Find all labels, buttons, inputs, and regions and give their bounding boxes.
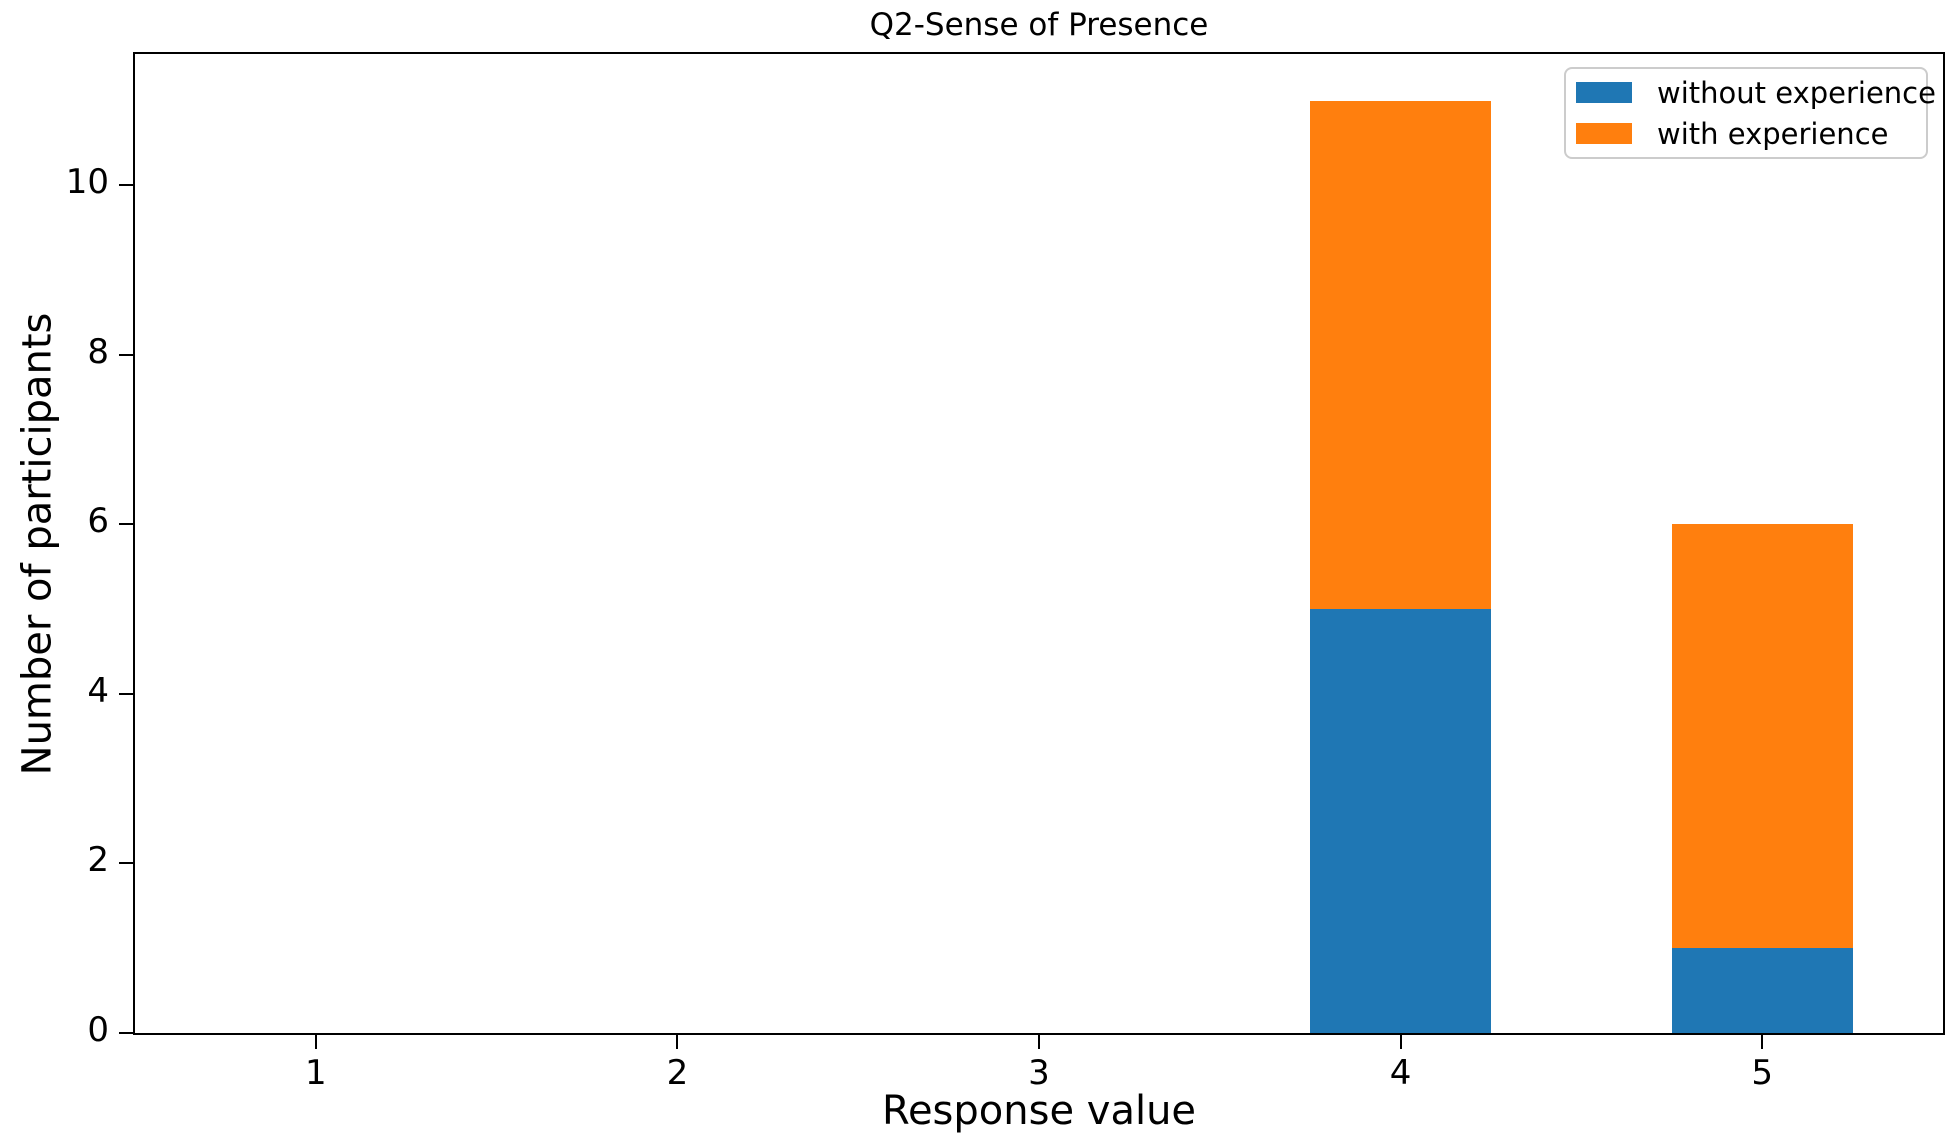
y-tick-mark (119, 692, 133, 695)
legend: without experience with experience (1564, 67, 1936, 159)
x-axis-label: Response value (881, 1088, 1197, 1134)
y-tick-mark (119, 523, 133, 526)
y-axis-label: Number of participants (14, 312, 61, 775)
legend-swatch-blue-icon (1576, 82, 1632, 103)
legend-swatch-orange-icon (1576, 123, 1632, 144)
x-tick-mark (676, 1035, 679, 1049)
x-tick-label: 3 (1028, 1053, 1050, 1093)
x-tick-mark (1038, 1035, 1040, 1049)
x-tick-label: 2 (666, 1053, 689, 1093)
y-tick-mark (119, 184, 133, 187)
y-axis-label-wrap: Number of participants (8, 52, 66, 1035)
legend-item-with-experience: with experience (1576, 114, 1916, 153)
y-tick-label: 4 (87, 670, 109, 711)
legend-item-without-experience: without experience (1576, 73, 1936, 112)
bar-segment-x4-without-experience (1310, 609, 1491, 1033)
bar-segment-x4-with-experience (1310, 100, 1491, 610)
legend-label: with experience (1657, 116, 1889, 151)
y-tick-label: 10 (65, 162, 109, 203)
y-tick-label: 6 (87, 501, 109, 542)
legend-label: without experience (1657, 75, 1936, 110)
bar-segment-x5-with-experience (1671, 524, 1853, 949)
x-tick-mark (1761, 1035, 1764, 1049)
x-tick-mark (1399, 1035, 1402, 1049)
bar-segment-x5-without-experience (1671, 948, 1853, 1033)
plot-area: 0 2 4 6 8 10 1 2 3 4 5 without experience with exp… (66, 52, 1945, 1093)
y-tick-label: 8 (87, 331, 109, 372)
x-tick-mark (314, 1035, 317, 1049)
y-tick-mark (119, 353, 133, 356)
y-tick-mark (119, 1032, 133, 1034)
x-tick-label: 1 (304, 1053, 327, 1093)
y-tick-label: 2 (87, 840, 109, 881)
y-tick-label: 0 (87, 1010, 109, 1050)
x-tick-label: 5 (1751, 1053, 1774, 1093)
x-tick-label: 4 (1389, 1053, 1412, 1093)
y-tick-mark (119, 862, 133, 865)
chart-title: Q2-Sense of Presence (869, 7, 1209, 43)
